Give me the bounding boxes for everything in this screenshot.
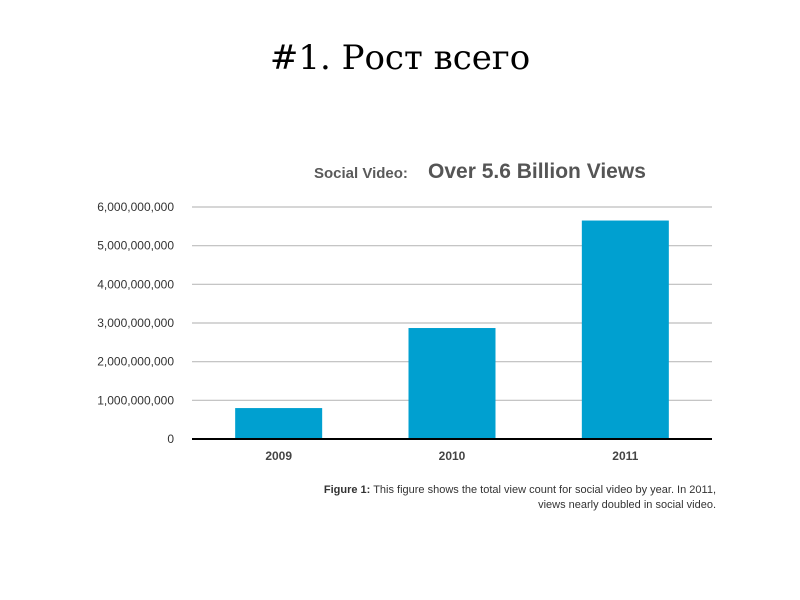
chart-title-prefix: Social Video: xyxy=(314,165,408,182)
y-tick-label: 0 xyxy=(167,432,174,446)
y-tick-labels: 0 1,000,000,000 2,000,000,000 3,000,000,000… xyxy=(97,200,174,446)
bar-2010 xyxy=(408,328,496,439)
x-category-label: 2009 xyxy=(265,449,292,463)
caption-text: This figure shows the total view count f… xyxy=(373,484,716,511)
slide-title: #1. Рост всего xyxy=(269,38,531,78)
bar-2009 xyxy=(235,408,323,439)
y-tick-label: 6,000,000,000 xyxy=(97,200,174,214)
y-tick-label: 2,000,000,000 xyxy=(97,355,174,369)
caption-label: Figure 1: xyxy=(323,484,371,496)
chart-title: Over 5.6 Billion Views xyxy=(428,160,646,183)
y-tick-label: 5,000,000,000 xyxy=(97,239,174,253)
x-category-label: 2011 xyxy=(612,449,638,463)
x-category-label: 2010 xyxy=(439,449,466,463)
figure-caption: Figure 1: This figure shows the total vi… xyxy=(300,483,716,513)
y-tick-label: 4,000,000,000 xyxy=(97,277,174,291)
bars xyxy=(235,220,669,439)
bar-2011 xyxy=(581,220,669,439)
x-category-labels: 2009 2010 2011 xyxy=(265,449,638,463)
y-tick-label: 3,000,000,000 xyxy=(97,316,174,330)
y-tick-label: 1,000,000,000 xyxy=(97,393,174,407)
